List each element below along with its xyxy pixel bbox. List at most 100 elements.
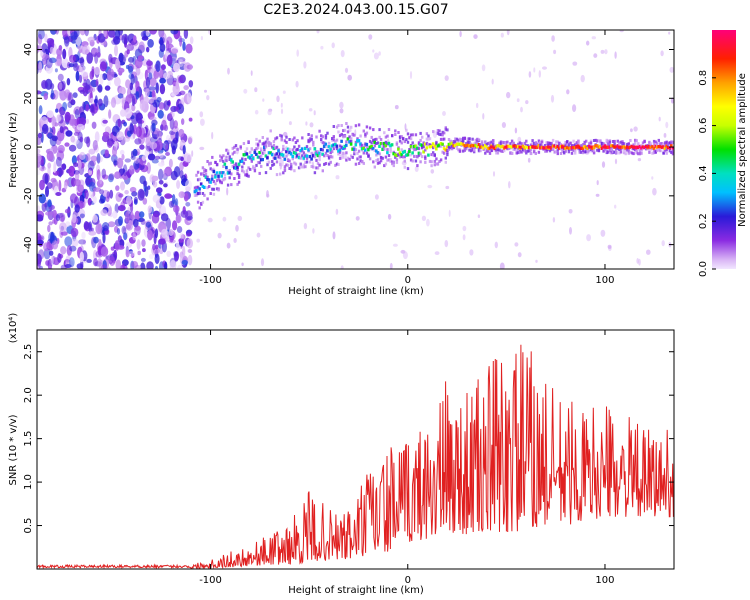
spectrogram-ridge-cell [258, 151, 261, 155]
spectrogram-halo-cell [286, 158, 290, 161]
spectrogram-ridge-cell [408, 149, 411, 154]
spectrogram-halo-cell [350, 154, 353, 158]
spectrogram-noise-cell [59, 222, 67, 233]
spectrogram-ridge-cell [343, 144, 347, 148]
spectrogram-halo-cell [256, 143, 260, 147]
spectrogram-noise-cell [37, 148, 41, 155]
spectrogram-faint-cell [600, 49, 605, 54]
spectrogram-faint-cell [250, 70, 253, 76]
spectrogram-faint-cell [646, 249, 651, 255]
spectrogram-halo-cell [585, 150, 588, 154]
spectrogram-halo-cell [203, 174, 206, 178]
spectrogram-faint-cell [392, 243, 398, 247]
spectrogram-noise-cell [97, 84, 103, 93]
spectrogram-noise-cell [104, 85, 111, 91]
spectrogram-ridge-cell [539, 146, 542, 150]
spectrogram-noise-cell [186, 238, 193, 249]
spectrogram-ridge-cell [425, 146, 429, 150]
spectrogram-noise-cell [134, 58, 143, 69]
spectrogram-halo-cell [402, 136, 405, 140]
spectrogram-noise-cell [64, 111, 71, 123]
spectrogram-noise-cell [55, 156, 62, 167]
spectrogram-halo-cell [417, 153, 421, 157]
spectrogram-halo-cell [441, 133, 444, 137]
spectrogram-ridge-cell [567, 146, 571, 150]
spectrogram-ridge-cell [507, 144, 511, 148]
spectrogram-halo-cell [233, 150, 236, 154]
spectrogram-faint-cell [394, 105, 399, 110]
spectrogram-noise-cell [44, 33, 48, 43]
spectrogram-halo-cell [419, 160, 422, 164]
spectrogram-noise-cell [146, 162, 151, 174]
spectrogram-ridge-cell [352, 147, 356, 151]
spectrogram-halo-cell [337, 130, 340, 134]
spectrogram-noise-cell [148, 253, 154, 259]
spectrogram-faint-cell [462, 234, 466, 241]
spectrogram-halo-cell [566, 144, 569, 148]
spectrogram-halo-cell [460, 138, 463, 141]
spectrogram-halo-cell [663, 149, 667, 153]
spectrogram-halo-cell [634, 148, 637, 152]
spectrogram-halo-cell [400, 148, 403, 152]
spectrogram-halo-cell [279, 172, 282, 176]
spectrogram-halo-cell [457, 148, 460, 152]
spectrogram-halo-cell [225, 167, 228, 171]
spectrogram-faint-cell [400, 249, 406, 254]
spectrogram-halo-cell [570, 151, 574, 155]
spectrogram-halo-cell [271, 160, 274, 163]
spectrogram-ridge-cell [550, 146, 553, 150]
spectrogram-peak-cell [617, 145, 624, 149]
spectrogram-halo-cell [282, 144, 285, 148]
spectrogram-halo-cell [261, 151, 264, 155]
spectrogram-noise-cell [112, 210, 118, 219]
spectrogram-ridge-cell [269, 151, 272, 155]
spectrogram-noise-cell [186, 92, 192, 104]
spectrogram-noise-cell [101, 222, 110, 232]
spectrogram-ridge-cell [564, 146, 567, 151]
spectrogram-noise-cell [168, 228, 174, 236]
spectrogram-halo-cell [572, 139, 575, 143]
spectrogram-halo-cell [308, 147, 312, 151]
spectrogram-halo-cell [193, 186, 197, 190]
spectrogram-noise-cell [60, 231, 68, 236]
spectrogram-halo-cell [439, 158, 443, 162]
spectrogram-halo-cell [671, 152, 674, 156]
spectrogram-halo-cell [345, 158, 348, 162]
spectrogram-halo-cell [316, 166, 320, 170]
spectrogram-ridge-cell [485, 145, 488, 149]
spectrogram-noise-cell [50, 255, 54, 266]
spectrogram-noise-cell [106, 191, 111, 199]
spectrogram-halo-cell [468, 148, 471, 152]
spectrogram-ridge-cell [330, 144, 334, 148]
spectrogram-noise-cell [157, 162, 165, 167]
spectrogram-ridge-cell [643, 146, 646, 150]
spectrogram-ridge-cell [592, 146, 596, 150]
spectrogram-faint-cell [312, 228, 315, 234]
spectrogram-halo-cell [315, 135, 318, 139]
spectrogram-halo-cell [384, 155, 388, 159]
spectrogram-halo-cell [353, 152, 356, 156]
spectrogram-halo-cell [525, 149, 528, 153]
spectrogram-noise-cell [99, 174, 103, 185]
spectrogram-noise-cell [78, 239, 86, 245]
spectrogram-faint-cell [528, 71, 532, 78]
spectrogram-halo-cell [354, 124, 358, 128]
spectrogram-noise-cell [74, 108, 80, 119]
spectrogram-halo-cell [561, 150, 564, 154]
spectrogram-halo-cell [544, 149, 547, 153]
spectrogram-halo-cell [490, 140, 493, 144]
spectrogram-halo-cell [469, 149, 473, 153]
colorbar-tick-label: 0.2 [698, 213, 709, 229]
spectrogram-noise-cell [131, 103, 136, 112]
spectrogram-halo-cell [320, 152, 323, 156]
spectrogram-halo-cell [384, 162, 388, 166]
spectrogram-ridge-cell [387, 141, 391, 145]
spectrogram-noise-cell [137, 250, 141, 256]
spectrogram-noise-cell [51, 115, 56, 127]
spectrogram-halo-cell [488, 141, 492, 145]
spectrogram-halo-cell [266, 163, 269, 167]
spectrogram-halo-cell [267, 143, 271, 147]
spectrogram-ridge-cell [239, 159, 242, 163]
spectrogram-noise-cell [152, 181, 158, 188]
